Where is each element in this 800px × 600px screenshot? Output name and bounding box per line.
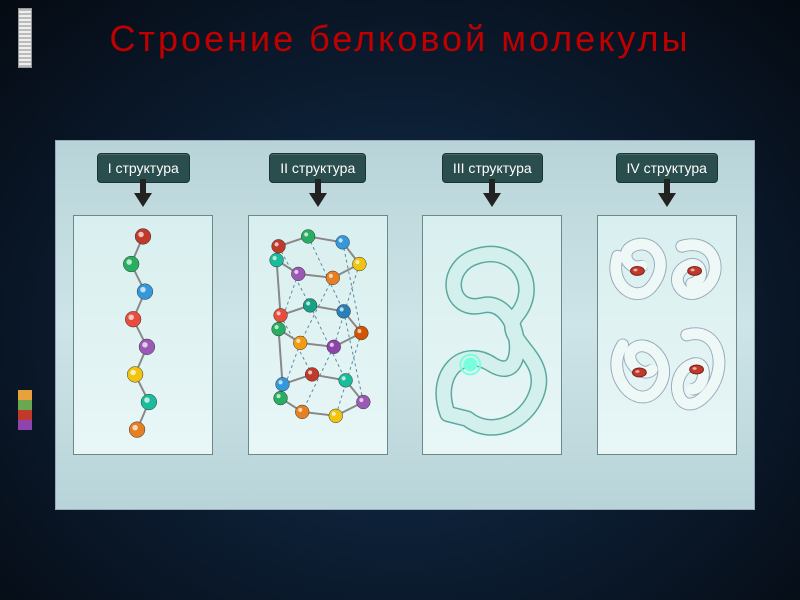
- arrow-down-icon: [134, 193, 152, 207]
- accent-stripe: [18, 410, 32, 420]
- structure-column-1: I структура: [63, 153, 223, 455]
- accent-stripe: [18, 420, 32, 430]
- arrow-down-icon: [483, 193, 501, 207]
- tertiary-structure-diagram: [422, 215, 562, 455]
- diagram-frame: I структура II структура III структура I…: [55, 140, 755, 510]
- arrow-down-icon: [658, 193, 676, 207]
- structure-column-2: II структура: [238, 153, 398, 455]
- quaternary-structure-diagram: [597, 215, 737, 455]
- primary-structure-diagram: [73, 215, 213, 455]
- accent-stripe: [18, 400, 32, 410]
- secondary-structure-diagram: [248, 215, 388, 455]
- slide-accent-bar-mid: [18, 390, 32, 430]
- structure-column-4: IV структура: [587, 153, 747, 455]
- structure-column-3: III структура: [412, 153, 572, 455]
- arrow-down-icon: [309, 193, 327, 207]
- slide-title: Строение белковой молекулы: [0, 18, 800, 60]
- accent-stripe: [18, 390, 32, 400]
